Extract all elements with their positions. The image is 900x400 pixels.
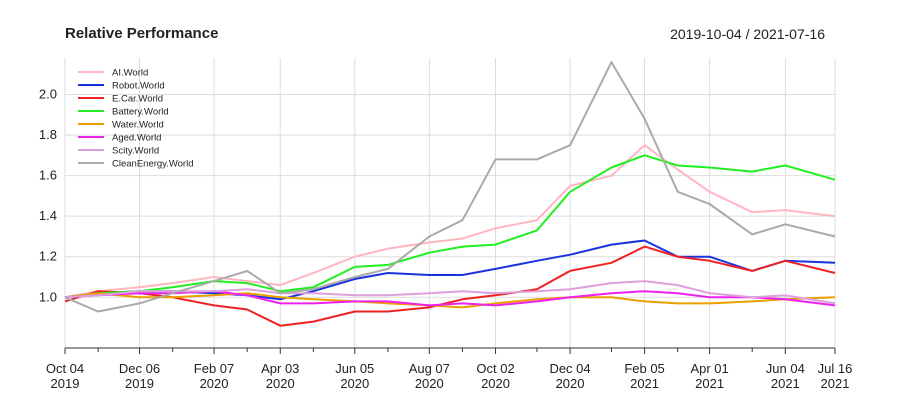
- y-tick-label: 1.8: [39, 127, 57, 142]
- y-tick-label: 1.0: [39, 289, 57, 304]
- x-tick-label-year: 2020: [200, 376, 229, 391]
- x-tick-label-year: 2020: [556, 376, 585, 391]
- date-range-label: 2019-10-04 / 2021-07-16: [670, 26, 825, 42]
- series-line-ai-world: [64, 144, 836, 299]
- series-line-scity-world: [64, 280, 836, 305]
- x-tick-label-year: 2020: [266, 376, 295, 391]
- x-tick-label-year: 2020: [481, 376, 510, 391]
- legend: AI.World Robot.World E.Car.World Battery.Wo…: [78, 68, 194, 170]
- x-tick-label: Jun 05: [335, 361, 374, 376]
- x-tick-label: Jun 04: [766, 361, 805, 376]
- series-line-cleanenergy-world: [64, 61, 836, 313]
- legend-label-water-world: Water.World: [112, 120, 164, 131]
- x-tick-label: Oct 02: [476, 361, 514, 376]
- series-lines: [64, 61, 836, 327]
- x-tick-label: Dec 06: [119, 361, 160, 376]
- x-tick-label: Aug 07: [409, 361, 450, 376]
- x-tick-label: Jul 16: [818, 361, 853, 376]
- x-tick-label-year: 2021: [821, 376, 850, 391]
- x-tick-label-year: 2020: [340, 376, 369, 391]
- x-tick-label-year: 2021: [771, 376, 800, 391]
- y-tick-label: 2.0: [39, 87, 57, 102]
- legend-label-battery-world: Battery.World: [112, 107, 169, 118]
- legend-label-robot-world: Robot.World: [112, 81, 165, 92]
- x-tick-label-year: 2021: [695, 376, 724, 391]
- y-tick-label: 1.4: [39, 208, 57, 223]
- x-tick-label-year: 2021: [630, 376, 659, 391]
- x-tick-label-year: 2019: [51, 376, 80, 391]
- x-tick-label-year: 2020: [415, 376, 444, 391]
- legend-label-cleanenergy-world: CleanEnergy.World: [112, 159, 194, 170]
- legend-label-scity-world: Scity.World: [112, 146, 159, 157]
- legend-label-aged-world: Aged.World: [112, 133, 161, 144]
- series-line-e-car-world: [64, 245, 836, 327]
- x-tick-label: Dec 04: [549, 361, 590, 376]
- x-tick-label: Feb 05: [624, 361, 664, 376]
- x-tick-label: Apr 01: [690, 361, 728, 376]
- y-tick-label: 1.2: [39, 249, 57, 264]
- chart-title: Relative Performance: [65, 25, 219, 42]
- x-tick-label: Apr 03: [261, 361, 299, 376]
- x-tick-label: Oct 04: [46, 361, 84, 376]
- legend-label-ai-world: AI.World: [112, 68, 148, 79]
- series-line-battery-world: [64, 154, 836, 299]
- y-tick-label: 1.6: [39, 168, 57, 183]
- x-tick-label-year: 2019: [125, 376, 154, 391]
- legend-label-e-car-world: E.Car.World: [112, 94, 163, 105]
- x-tick-label: Feb 07: [194, 361, 234, 376]
- series-line-water-world: [64, 292, 836, 309]
